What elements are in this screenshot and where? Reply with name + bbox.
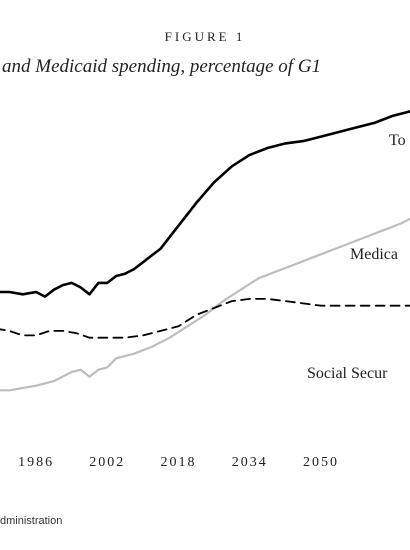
- plot-area: [0, 110, 410, 392]
- x-tick-label: 1986: [18, 455, 54, 470]
- x-axis-ticks: 1986 2002 2018 2034 2050: [18, 455, 339, 470]
- x-tick-label: 2050: [303, 455, 339, 470]
- x-tick-label: 2034: [232, 455, 268, 470]
- figure-label: FIGURE 1: [165, 29, 246, 44]
- chart-title: and Medicaid spending, percentage of G1: [2, 56, 321, 77]
- series-medicare-medicaid-line: [0, 217, 410, 392]
- series-total-line: [0, 110, 410, 298]
- series-label-total: To: [389, 132, 406, 149]
- x-tick-label: 2002: [89, 455, 125, 470]
- series-social-security-line: [0, 298, 410, 339]
- source-note: dministration: [0, 515, 62, 527]
- series-label-social-security: Social Secur: [307, 365, 388, 382]
- x-tick-label: 2018: [161, 455, 197, 470]
- series-label-medicare: Medica: [350, 246, 398, 263]
